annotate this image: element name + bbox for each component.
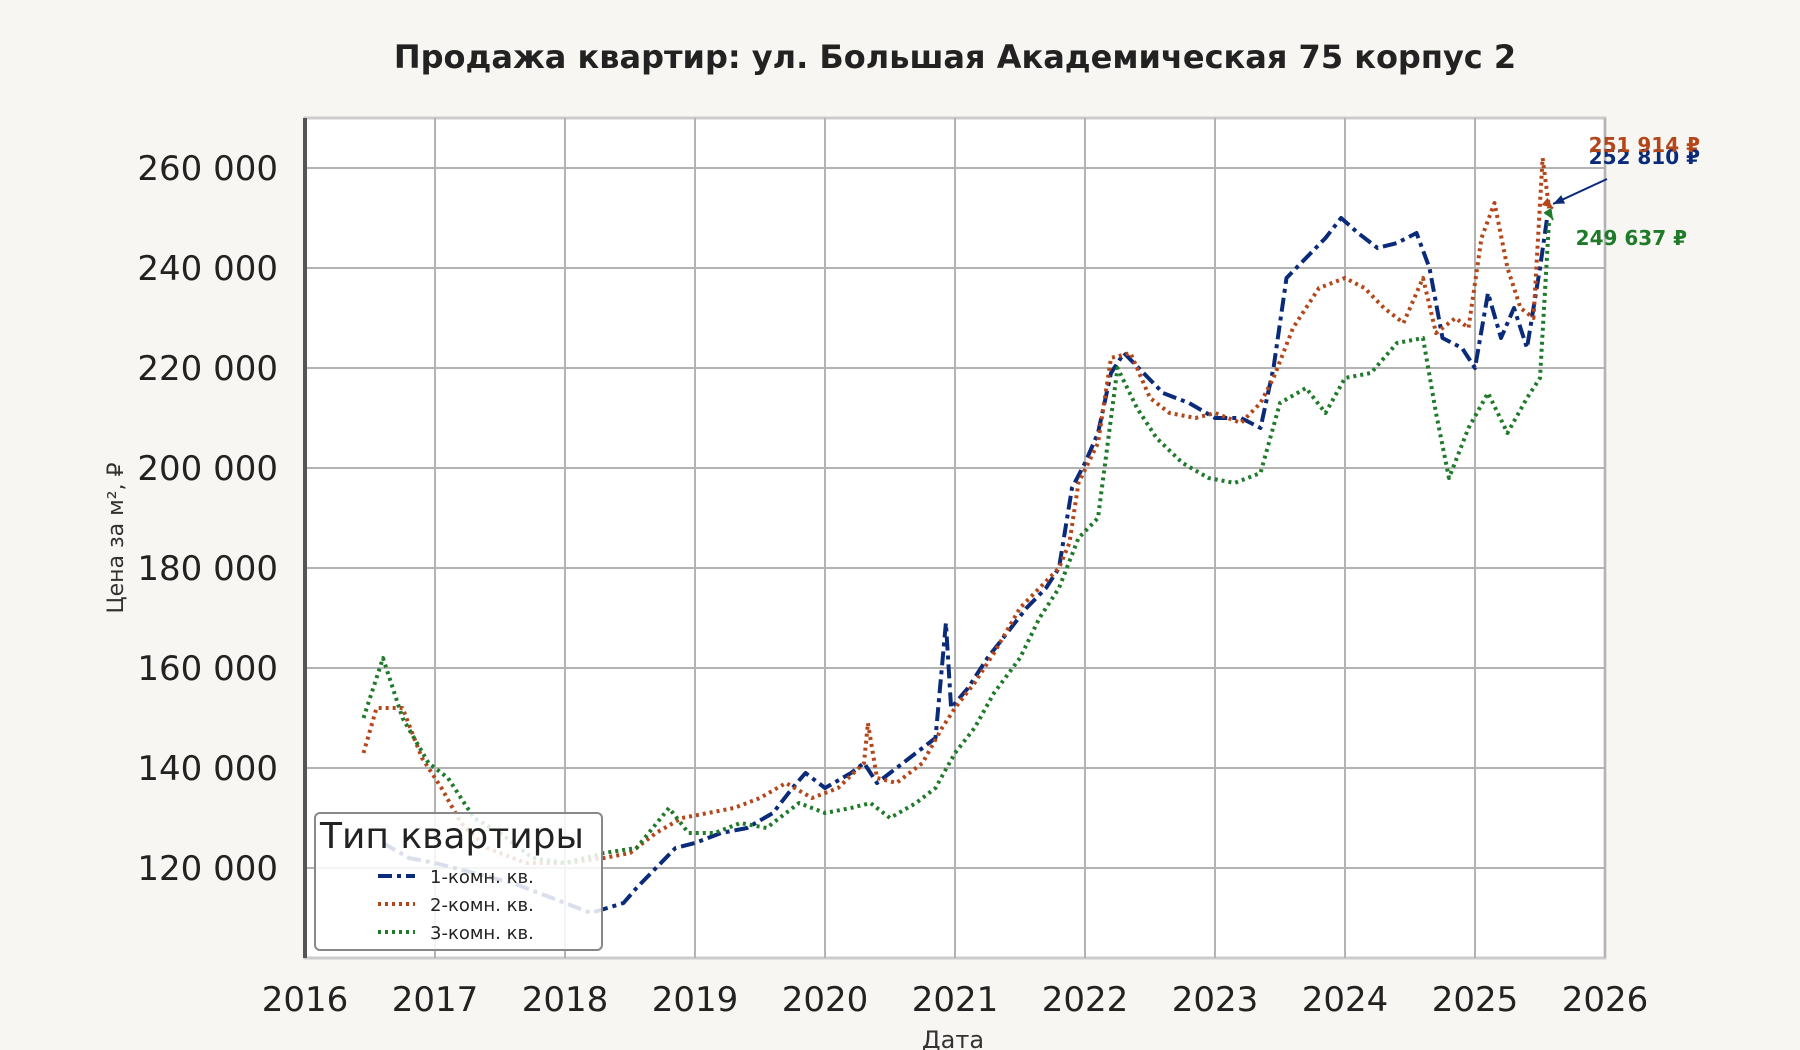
end-value-label-3: 249 637 ₽ bbox=[1576, 226, 1687, 250]
legend-items: 1-комн. кв. 2-комн. кв. 3-комн. кв. bbox=[378, 867, 534, 944]
x-tick-label-2022: 2022 bbox=[1042, 980, 1129, 1020]
grid bbox=[304, 118, 1606, 958]
legend-label-2: 2-комн. кв. bbox=[430, 895, 534, 916]
end-value-label-2: 251 914 ₽ bbox=[1589, 133, 1700, 157]
series-line-2 bbox=[361, 156, 1552, 865]
x-tick-label-2016: 2016 bbox=[262, 980, 349, 1020]
y-tick-label-240000: 240 000 bbox=[137, 249, 278, 289]
series-line-1 bbox=[382, 203, 1552, 915]
x-tick-label-2023: 2023 bbox=[1172, 980, 1259, 1020]
annotation-arrowhead-1 bbox=[1553, 195, 1566, 204]
x-tick-label-2017: 2017 bbox=[392, 980, 479, 1020]
x-tick-label-2026: 2026 bbox=[1562, 980, 1649, 1020]
tick-labels: 2016 2017 2018 2019 2020 2021 2022 2023 2024 2025… bbox=[137, 149, 1648, 1020]
y-tick-label-260000: 260 000 bbox=[137, 149, 278, 189]
y-tick-label-200000: 200 000 bbox=[137, 449, 278, 489]
legend-box bbox=[314, 812, 603, 951]
x-tick-label-2021: 2021 bbox=[912, 980, 999, 1020]
legend: Тип квартиры 1-комн. кв. 2-комн. кв. 3-ком… bbox=[314, 812, 603, 951]
x-tick-label-2019: 2019 bbox=[652, 980, 739, 1020]
legend-label-3: 3-комн. кв. bbox=[430, 923, 534, 944]
y-tick-label-140000: 140 000 bbox=[137, 749, 278, 789]
x-axis-label: Дата bbox=[922, 1026, 984, 1050]
annotation-arrowhead-3 bbox=[1543, 207, 1554, 220]
chart-title: Продажа квартир: ул. Большая Академическ… bbox=[394, 38, 1516, 76]
y-tick-label-220000: 220 000 bbox=[137, 349, 278, 389]
x-tick-label-2018: 2018 bbox=[522, 980, 609, 1020]
annotation-arrowhead-2 bbox=[1541, 197, 1554, 209]
y-tick-label-120000: 120 000 bbox=[137, 849, 278, 889]
y-tick-label-180000: 180 000 bbox=[137, 549, 278, 589]
x-tick-label-2020: 2020 bbox=[782, 980, 869, 1020]
series-layer bbox=[361, 156, 1552, 915]
x-tick-label-2025: 2025 bbox=[1432, 980, 1519, 1020]
y-axis-label: Цена за м², ₽ bbox=[104, 462, 129, 613]
end-value-label-1: 252 810 ₽ bbox=[1589, 145, 1700, 169]
end-value-annotations: 252 810 ₽251 914 ₽ 249 637 ₽ bbox=[1541, 133, 1700, 250]
x-tick-label-2024: 2024 bbox=[1302, 980, 1389, 1020]
y-tick-label-160000: 160 000 bbox=[137, 649, 278, 689]
legend-title: Тип квартиры bbox=[319, 816, 584, 857]
legend-label-1: 1-комн. кв. bbox=[430, 867, 534, 888]
